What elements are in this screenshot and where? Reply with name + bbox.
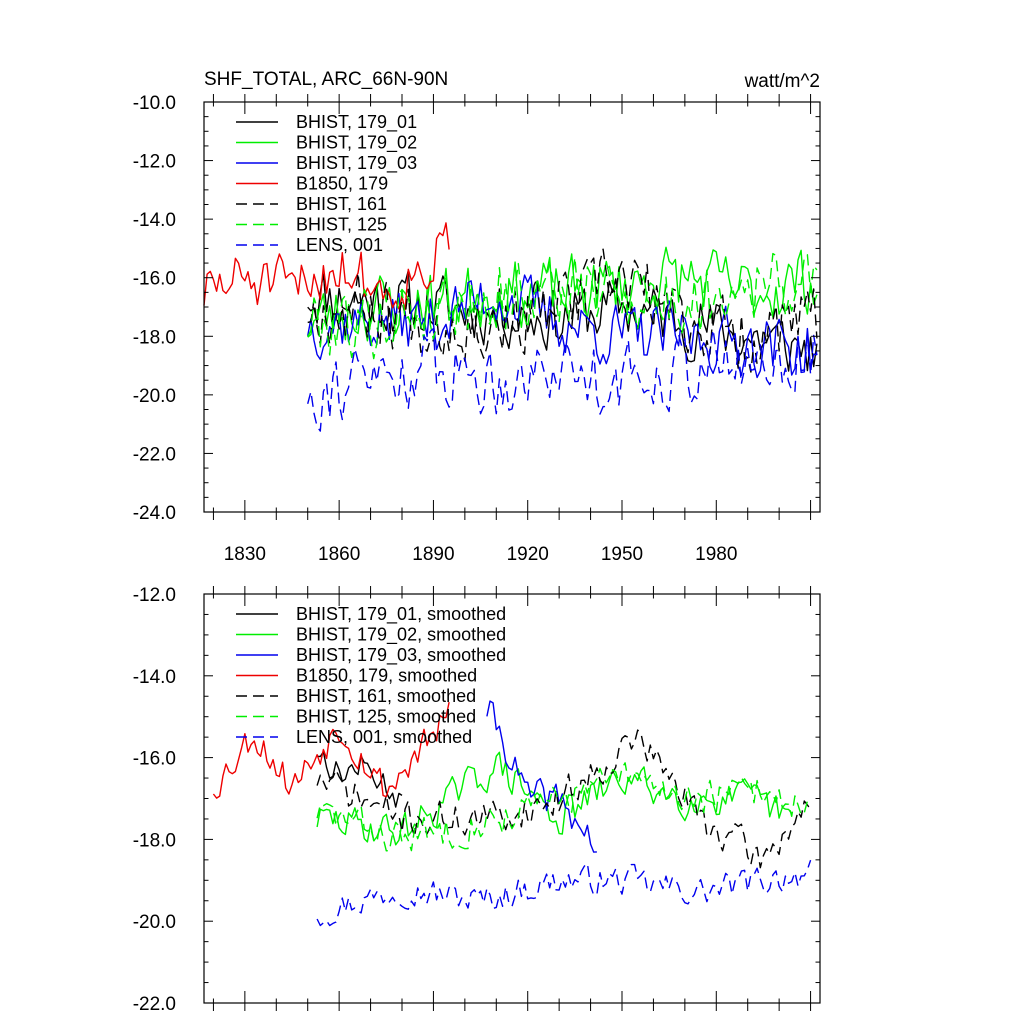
y-tick-label: -24.0	[133, 503, 176, 524]
series-line-6	[316, 762, 812, 852]
series-line-2	[316, 751, 793, 846]
y-tick-labels: -22.0 -20.0 -18.0 -16.0 -14.0 -12.0	[133, 585, 176, 1015]
y-tick-label: -20.0	[133, 386, 176, 407]
series-line-5	[307, 248, 818, 373]
legend-label: LENS, 001, smoothed	[296, 727, 472, 747]
legend-label: BHIST, 179_01, smoothed	[296, 604, 506, 625]
series-line-1	[307, 269, 818, 372]
series-line-2	[307, 246, 818, 342]
y-tick-label: -18.0	[133, 327, 176, 348]
y-tick-label: -12.0	[133, 585, 176, 606]
legend-label: BHIST, 179_03, smoothed	[296, 645, 506, 666]
series-line-4	[203, 222, 450, 311]
series-line-3	[307, 274, 818, 379]
y-tick-label: -18.0	[133, 830, 176, 851]
x-tick-label: 1950	[601, 544, 643, 565]
y-tick-label: -22.0	[133, 994, 176, 1015]
legend-label: B1850, 179, smoothed	[296, 666, 477, 686]
series-line-7	[316, 859, 812, 927]
legend-label: BHIST, 161, smoothed	[296, 686, 476, 706]
legend-label: BHIST, 179_02	[296, 133, 417, 154]
y-tick-label: -20.0	[133, 912, 176, 933]
x-tick-labels: 1830 1860 1890 1920 1950 1980	[224, 544, 738, 565]
series-line-5	[316, 729, 812, 869]
x-tick-label: 1860	[318, 544, 360, 565]
series-line-3	[486, 700, 597, 853]
x-tick-label: 1980	[695, 544, 737, 565]
series-line-6	[307, 252, 818, 360]
series-line-1	[317, 751, 403, 808]
y-tick-label: -12.0	[133, 152, 176, 173]
y-tick-labels: -24.0 -22.0 -20.0 -18.0 -16.0 -14.0 -12.0 -10.0	[133, 93, 176, 524]
legend-label: BHIST, 179_03	[296, 153, 417, 174]
y-tick-label: -10.0	[133, 93, 176, 114]
legend-label: LENS, 001	[296, 235, 383, 255]
tick-group	[204, 94, 820, 520]
x-tick-label: 1830	[224, 544, 266, 565]
y-tick-label: -14.0	[133, 210, 176, 231]
y-tick-label: -16.0	[133, 749, 176, 770]
y-tick-label: -22.0	[133, 444, 176, 465]
units-label: watt/m^2	[744, 71, 820, 92]
series-line-7	[307, 327, 818, 432]
legend-label: BHIST, 125, smoothed	[296, 707, 476, 727]
y-tick-label: -16.0	[133, 269, 176, 290]
legend-label: BHIST, 161	[296, 194, 387, 214]
chart-title: SHF_TOTAL, ARC_66N-90N	[204, 69, 448, 90]
legend-label: BHIST, 179_02, smoothed	[296, 625, 506, 646]
top-panel: SHF_TOTAL, ARC_66N-90N watt/m^2 -24.0 -22…	[133, 69, 821, 565]
series-group	[203, 222, 818, 432]
y-tick-label: -14.0	[133, 667, 176, 688]
x-tick-label: 1890	[412, 544, 454, 565]
legend-label: BHIST, 179_01	[296, 112, 417, 133]
tick-group	[204, 586, 820, 1011]
series-group	[212, 700, 812, 927]
legend-label: B1850, 179	[296, 174, 388, 194]
x-tick-label: 1920	[507, 544, 549, 565]
legend-label: BHIST, 125	[296, 215, 387, 235]
bottom-panel: -22.0 -20.0 -18.0 -16.0 -14.0 -12.0 BHIST, 17…	[133, 585, 821, 1015]
series-line-4	[212, 701, 450, 799]
